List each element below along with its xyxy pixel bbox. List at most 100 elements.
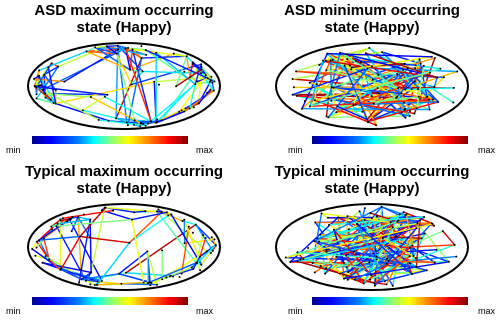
brain-node — [289, 261, 292, 263]
connection-edge — [106, 45, 118, 55]
colorbar-max-label: max — [196, 306, 214, 316]
connection-edge — [404, 80, 416, 91]
brain-node — [170, 213, 173, 216]
brain-outline — [27, 203, 221, 291]
brain-node — [430, 222, 433, 225]
brain-node — [200, 68, 203, 71]
connection-edge — [189, 83, 196, 109]
connection-edge — [90, 96, 142, 125]
brain-node — [150, 282, 153, 284]
brain-node — [346, 278, 349, 281]
brain-node — [156, 118, 159, 121]
brain-node — [337, 216, 340, 219]
brain-node — [146, 282, 149, 285]
brain-node — [422, 64, 425, 67]
connection-edge — [198, 89, 212, 104]
connection-edge — [142, 70, 202, 74]
connection-edge — [89, 219, 92, 273]
brain-node — [330, 86, 333, 89]
connection-edge — [48, 258, 61, 271]
brain-node — [452, 101, 455, 104]
brain-node — [295, 70, 298, 73]
brain-node — [155, 121, 158, 124]
brain-node — [335, 111, 338, 114]
brain-node — [342, 261, 345, 264]
brain-node — [296, 251, 299, 254]
brain-node — [313, 99, 316, 102]
panel-title: Typical minimum occurring state (Happy) — [274, 163, 470, 197]
connection-edge — [86, 50, 117, 55]
brain-node — [124, 47, 127, 50]
brain-node — [200, 63, 203, 66]
brain-node — [44, 96, 47, 99]
brain-node — [442, 76, 445, 79]
brain-node — [396, 95, 399, 98]
panel-asd-max: ASD maximum occurring state (Happy) min … — [0, 0, 248, 161]
connection-edge — [327, 52, 432, 58]
brain-node — [397, 219, 400, 222]
brain-node — [397, 87, 399, 90]
brain-node — [127, 47, 130, 49]
brain-node — [360, 61, 363, 64]
connection-edge — [131, 219, 145, 283]
brain-node — [426, 95, 429, 98]
brain-node — [142, 281, 145, 284]
brain-node — [43, 73, 46, 76]
brain-node — [377, 92, 380, 95]
brain-node — [85, 50, 88, 53]
panel-typical-max: Typical maximum occurring state (Happy) … — [0, 161, 248, 322]
brain-node — [196, 80, 199, 83]
brain-node — [210, 75, 213, 78]
brain-node — [325, 248, 328, 251]
brain-node — [394, 235, 397, 238]
brain-node — [148, 281, 151, 284]
brain-node — [455, 255, 458, 258]
brain-node — [416, 107, 418, 110]
brain-node — [93, 284, 96, 286]
brain-node — [41, 261, 44, 264]
connection-edge — [42, 262, 92, 274]
brain-node — [408, 115, 411, 117]
brain-node — [204, 237, 207, 239]
brain-node — [202, 234, 205, 237]
connection-edge — [195, 224, 214, 252]
brain-node — [414, 257, 417, 259]
brain-node — [57, 65, 60, 68]
connection-edge — [34, 85, 108, 96]
brain-node — [404, 214, 407, 216]
connection-edge — [199, 237, 207, 257]
brain-node — [103, 206, 106, 209]
brain-node — [200, 66, 203, 69]
connection-edge — [94, 46, 131, 71]
brain-node — [146, 250, 149, 253]
connection-edge — [368, 47, 454, 104]
brain-node — [391, 226, 394, 229]
brain-node — [120, 282, 123, 285]
brain-node — [322, 59, 325, 62]
connection-edge — [339, 52, 438, 79]
panel-title: Typical maximum occurring state (Happy) — [24, 163, 224, 197]
brain-node — [156, 283, 158, 286]
brain-node — [165, 276, 168, 279]
brain-node — [34, 254, 37, 257]
brain-node — [63, 80, 66, 83]
colorbar-min-label: min — [6, 306, 21, 316]
connection-edge — [57, 218, 91, 225]
connection-edge — [86, 48, 119, 53]
brain-node — [292, 86, 295, 89]
brain-node — [115, 52, 118, 55]
brain-node — [35, 93, 38, 96]
brain-node — [35, 246, 38, 249]
brain-node — [54, 102, 57, 105]
brain-node — [131, 48, 134, 51]
brain-node — [362, 282, 365, 285]
brain-node — [89, 236, 91, 239]
brain-node — [377, 73, 380, 76]
brain-node — [331, 58, 334, 61]
connection-edge — [189, 62, 194, 78]
brain-node — [144, 210, 147, 213]
connection-edge — [38, 235, 81, 241]
brain-node — [100, 280, 103, 282]
brain-node — [320, 212, 323, 215]
brain-node — [49, 98, 52, 101]
